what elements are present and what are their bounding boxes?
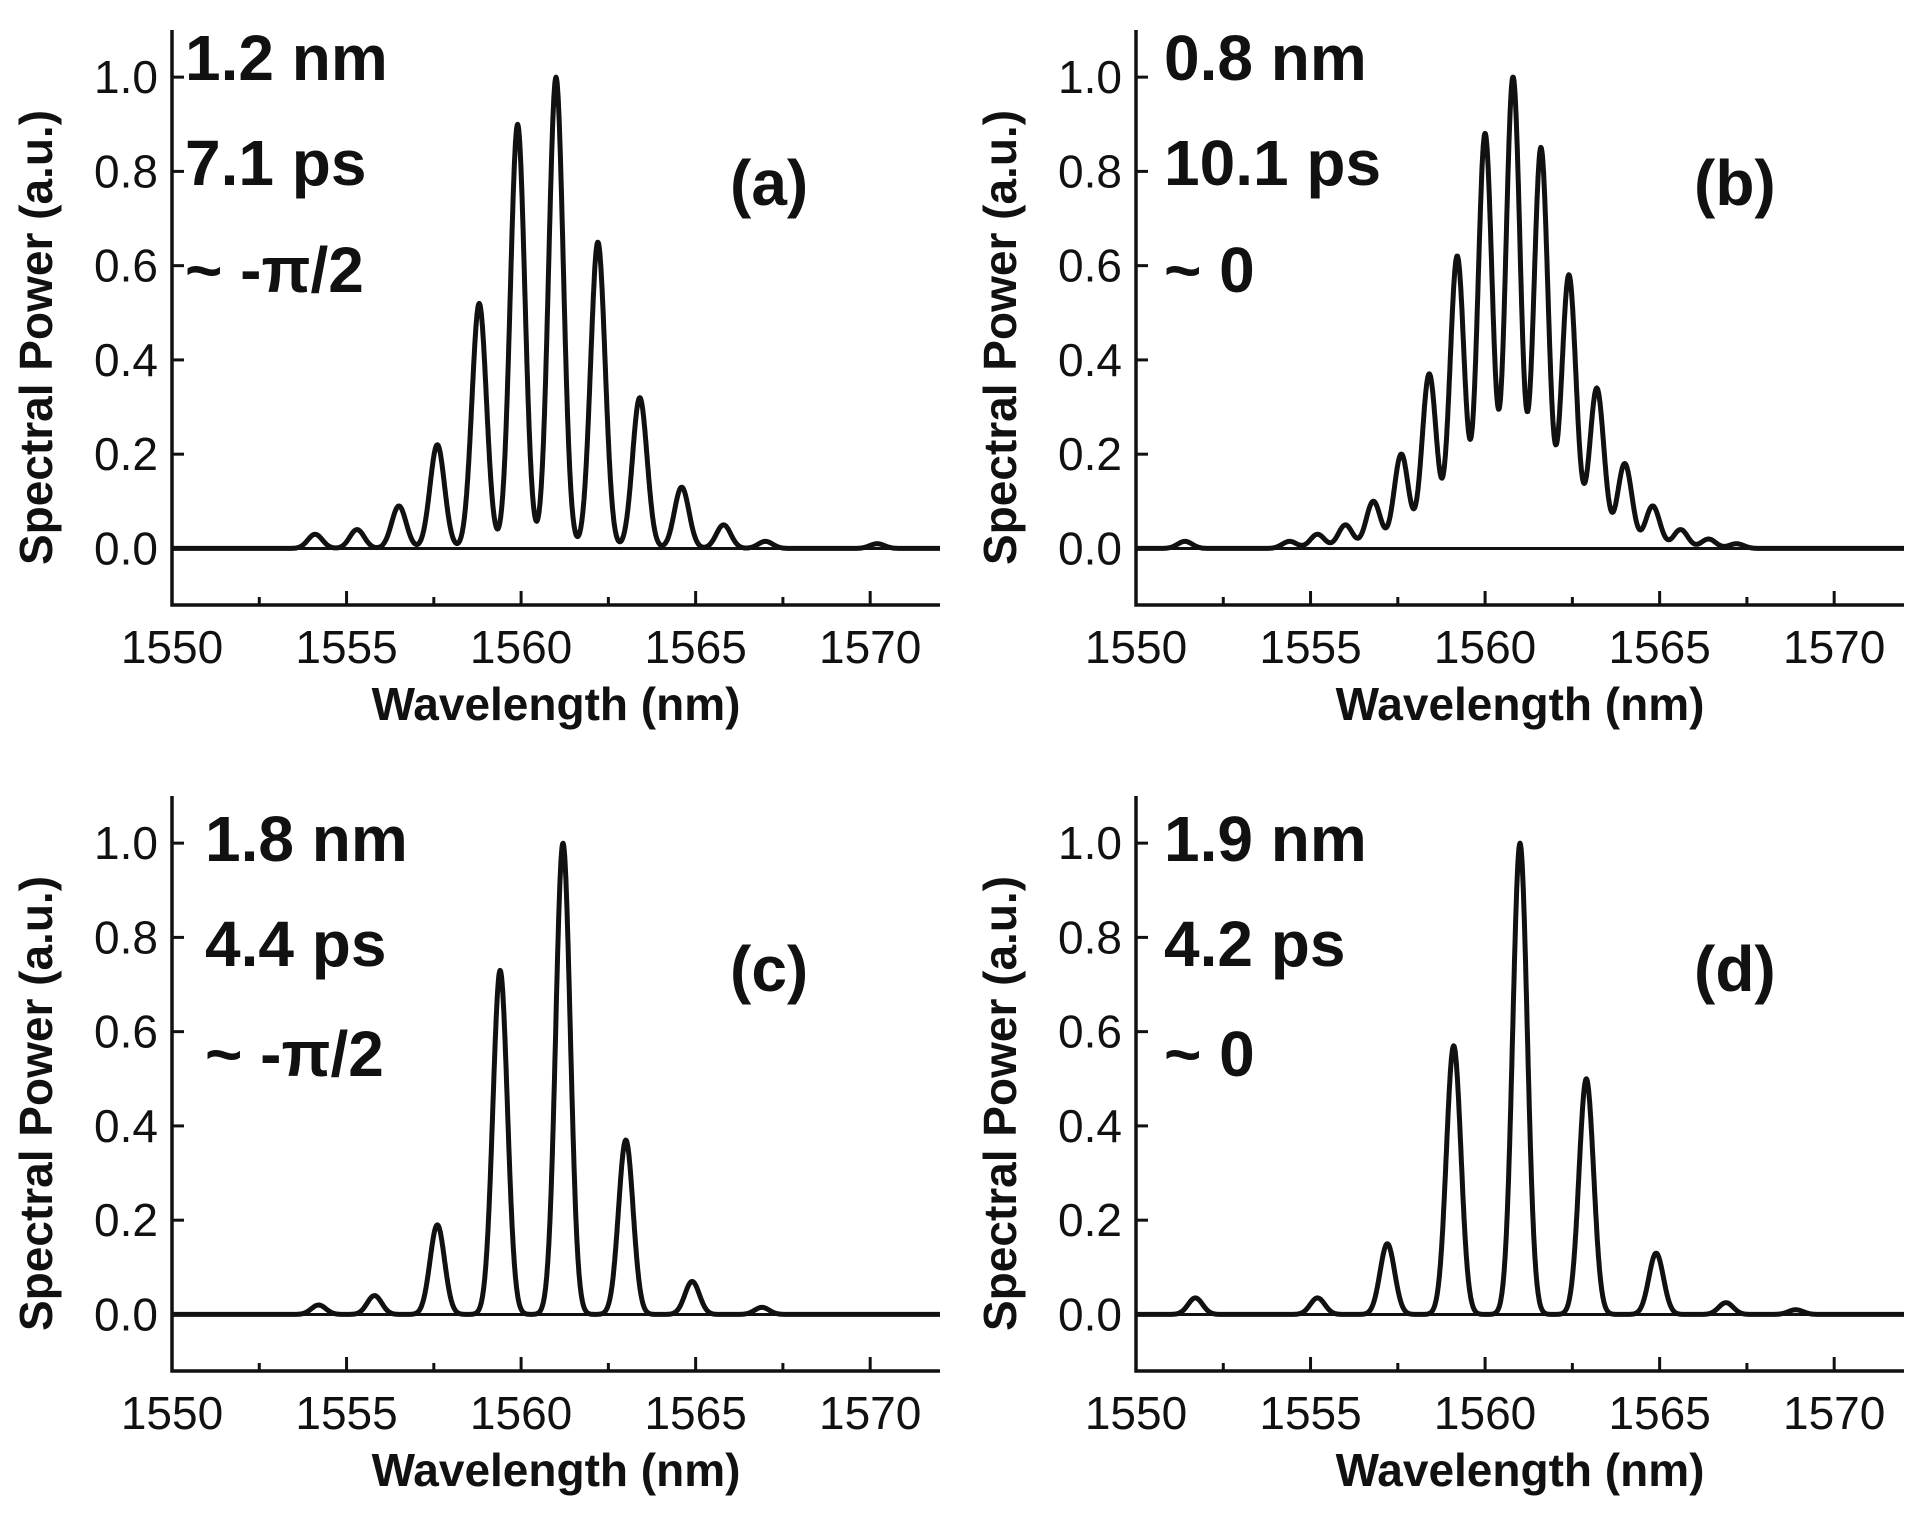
y-tick-label: 0.6 — [94, 1006, 158, 1058]
y-tick-label: 1.0 — [94, 51, 158, 103]
x-tick-label: 1570 — [819, 1387, 921, 1439]
chart-c: 0.0 0.2 0.4 0.6 0.8 1.0 1550 1555 1560 1565 1570 Wa… — [10, 796, 942, 1496]
panel-b: 0.0 0.2 0.4 0.6 0.8 1.0 1550 1555 1560 1565 1570 Wa… — [964, 0, 1928, 766]
annotation-2: ~ 0 — [1164, 1018, 1255, 1090]
x-tick-label: 1565 — [1608, 621, 1710, 673]
x-axis-title: Wavelength (nm) — [372, 678, 741, 730]
x-tick-label: 1550 — [1085, 1387, 1187, 1439]
spectrum-line — [1134, 74, 1906, 551]
spectrum-line — [1134, 840, 1906, 1317]
x-axis-title: Wavelength (nm) — [1336, 678, 1705, 730]
x-tick-label: 1560 — [1434, 1387, 1536, 1439]
x-axis-title: Wavelength (nm) — [1336, 1444, 1705, 1496]
annotation-1: 4.2 ps — [1164, 908, 1345, 980]
chart-b: 0.0 0.2 0.4 0.6 0.8 1.0 1550 1555 1560 1565 1570 Wa… — [974, 22, 1906, 730]
y-tick-label: 0.0 — [1058, 1288, 1122, 1340]
y-tick-label: 0.2 — [94, 428, 158, 480]
y-tick-label: 1.0 — [1058, 51, 1122, 103]
y-tick-label: 0.4 — [1058, 1100, 1122, 1152]
y-tick-label: 0.4 — [94, 1100, 158, 1152]
y-tick-label: 0.4 — [94, 334, 158, 386]
x-tick-label: 1555 — [1259, 1387, 1361, 1439]
panel-label-b: (b) — [1694, 147, 1776, 219]
annotation-0: 1.9 nm — [1164, 803, 1367, 875]
y-tick-label: 1.0 — [94, 817, 158, 869]
y-tick-label: 0.0 — [94, 1288, 158, 1340]
panel-label-a: (a) — [730, 147, 808, 219]
x-axis-title: Wavelength (nm) — [372, 1444, 741, 1496]
y-axis-title: Spectral Power (a.u.) — [10, 876, 62, 1331]
y-tick-label: 0.2 — [94, 1194, 158, 1246]
y-tick-label: 0.6 — [94, 240, 158, 292]
axis-frame — [170, 30, 940, 607]
x-tick-label: 1550 — [121, 1387, 223, 1439]
x-tick-label: 1560 — [1434, 621, 1536, 673]
y-tick-label: 0.2 — [1058, 428, 1122, 480]
y-tick-label: 1.0 — [1058, 817, 1122, 869]
annotation-1: 10.1 ps — [1164, 127, 1381, 199]
annotation-2: ~ -π/2 — [205, 1018, 384, 1090]
y-tick-label: 0.8 — [1058, 911, 1122, 963]
x-tick-label: 1555 — [295, 621, 397, 673]
x-tick-label: 1565 — [644, 1387, 746, 1439]
panel-d: 0.0 0.2 0.4 0.6 0.8 1.0 1550 1555 1560 1565 1570 Wa… — [964, 766, 1928, 1532]
y-axis-title: Spectral Power (a.u.) — [974, 876, 1026, 1331]
spectrum-line — [170, 840, 942, 1317]
x-tick-label: 1565 — [644, 621, 746, 673]
annotation-1: 4.4 ps — [205, 908, 386, 980]
y-tick-label: 0.0 — [1058, 522, 1122, 574]
y-tick-label: 0.2 — [1058, 1194, 1122, 1246]
annotation-0: 1.2 nm — [185, 22, 388, 94]
x-tick-label: 1555 — [295, 1387, 397, 1439]
panel-label-d: (d) — [1694, 933, 1776, 1005]
x-tick-label: 1570 — [819, 621, 921, 673]
y-tick-label: 0.6 — [1058, 240, 1122, 292]
y-tick-label: 0.8 — [94, 911, 158, 963]
x-tick-label: 1550 — [1085, 621, 1187, 673]
panel-c: 0.0 0.2 0.4 0.6 0.8 1.0 1550 1555 1560 1565 1570 Wa… — [0, 766, 964, 1532]
annotation-2: ~ -π/2 — [185, 234, 364, 306]
annotation-1: 7.1 ps — [185, 127, 366, 199]
x-tick-label: 1570 — [1783, 621, 1885, 673]
y-tick-label: 0.6 — [1058, 1006, 1122, 1058]
chart-a: 0.0 0.2 0.4 0.6 0.8 1.0 1550 1555 1560 1565 1570 Wa… — [10, 22, 942, 730]
y-axis-title: Spectral Power (a.u.) — [10, 110, 62, 565]
y-tick-label: 0.8 — [1058, 145, 1122, 197]
y-tick-label: 0.0 — [94, 522, 158, 574]
annotation-2: ~ 0 — [1164, 234, 1255, 306]
panel-label-c: (c) — [730, 933, 808, 1005]
x-tick-label: 1570 — [1783, 1387, 1885, 1439]
x-tick-label: 1560 — [470, 1387, 572, 1439]
y-tick-label: 0.8 — [94, 145, 158, 197]
x-tick-label: 1550 — [121, 621, 223, 673]
panel-a: 0.0 0.2 0.4 0.6 0.8 1.0 1550 1555 1560 1565 1570 Wa… — [0, 0, 964, 766]
spectrum-line — [170, 74, 942, 551]
chart-d: 0.0 0.2 0.4 0.6 0.8 1.0 1550 1555 1560 1565 1570 Wa… — [974, 796, 1906, 1496]
y-axis-title: Spectral Power (a.u.) — [974, 110, 1026, 565]
x-tick-label: 1565 — [1608, 1387, 1710, 1439]
x-tick-label: 1555 — [1259, 621, 1361, 673]
annotation-0: 0.8 nm — [1164, 22, 1367, 94]
y-tick-label: 0.4 — [1058, 334, 1122, 386]
annotation-0: 1.8 nm — [205, 803, 408, 875]
x-tick-label: 1560 — [470, 621, 572, 673]
